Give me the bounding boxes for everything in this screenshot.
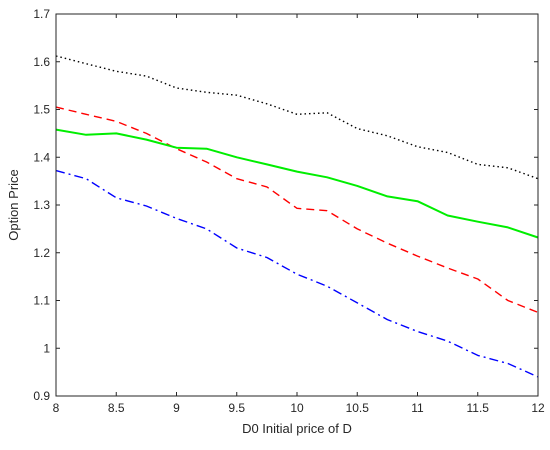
y-tick-label: 1: [43, 341, 50, 355]
y-axis-label: Option Price: [6, 169, 21, 241]
x-tick-label: 8: [53, 401, 60, 415]
y-tick-label: 1.4: [33, 150, 50, 164]
y-tick-label: 1.5: [33, 103, 50, 117]
y-tick-label: 0.9: [33, 389, 50, 403]
series-layer: [55, 55, 539, 378]
y-tick-label: 1.6: [33, 55, 50, 69]
series-line-1: [55, 55, 539, 180]
y-tick-label: 1.7: [33, 7, 50, 21]
series-line-2: [55, 106, 539, 314]
x-axis-label: D0 Initial price of D: [242, 421, 352, 436]
y-tick-label: 1.3: [33, 198, 50, 212]
series-line-3: [55, 128, 539, 239]
x-tick-label: 12: [531, 401, 545, 415]
x-axis-ticks: 8 8.5 9 9.5 10 10.5 11 11.5 12: [53, 14, 545, 415]
series-line-4: [55, 169, 539, 378]
y-axis-ticks: 0.9 1 1.1 1.2 1.3 1.4 1.5 1.6 1.7: [33, 7, 538, 403]
y-tick-label: 1.2: [33, 246, 50, 260]
y-tick-label: 1.1: [33, 294, 50, 308]
x-tick-label: 11.5: [467, 401, 490, 415]
x-tick-label: 10: [290, 401, 304, 415]
x-tick-label: 8.5: [108, 401, 125, 415]
x-tick-label: 9.5: [228, 401, 245, 415]
x-tick-label: 9: [173, 401, 180, 415]
x-tick-label: 11: [411, 401, 424, 415]
x-tick-label: 10.5: [346, 401, 370, 415]
